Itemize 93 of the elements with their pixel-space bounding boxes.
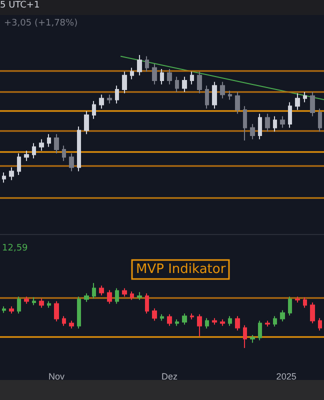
candlestick: [54, 134, 59, 154]
candlestick: [39, 298, 44, 308]
candlestick: [160, 314, 164, 322]
x-tick-label: Dez: [162, 372, 178, 382]
x-tick-label: Nov: [48, 372, 66, 382]
candlestick: [205, 318, 209, 329]
candlestick: [197, 314, 202, 337]
candlestick: [152, 308, 157, 322]
candlestick: [69, 320, 74, 329]
candlestick: [175, 318, 179, 326]
candlestick: [2, 172, 6, 184]
candlestick: [9, 166, 14, 181]
candlestick: [84, 292, 89, 302]
candlestick: [54, 300, 59, 322]
candlestick: [243, 324, 247, 348]
candlestick: [47, 134, 51, 148]
text: 12,59: [2, 244, 28, 254]
candlestick: [122, 71, 127, 94]
candlestick: [235, 92, 240, 114]
candlestick: [9, 306, 14, 314]
candlestick: [99, 285, 104, 296]
candlestick: [107, 290, 112, 304]
candlestick: [32, 296, 36, 306]
candlestick: [182, 313, 187, 326]
candlestick: [310, 302, 315, 324]
candlestick: [24, 150, 29, 162]
candlestick: [318, 318, 322, 331]
candlestick: [295, 296, 300, 303]
candlestick: [115, 85, 119, 104]
candlestick: [243, 106, 247, 142]
candlestick: [62, 145, 66, 162]
candlestick: [273, 316, 277, 328]
candlestick: [250, 334, 255, 344]
candlestick: [258, 320, 262, 341]
candlestick: [39, 138, 44, 152]
candlestick: [288, 296, 292, 316]
candlestick: [145, 56, 149, 72]
candlestick: [197, 71, 202, 94]
candlestick: [280, 116, 285, 128]
candlestick: [77, 126, 81, 172]
candlestick: [235, 316, 240, 331]
candlestick: [220, 318, 225, 326]
candlestick: [69, 152, 74, 172]
candlestick: [107, 94, 112, 104]
candlestick: [145, 292, 149, 314]
candlestick: [182, 76, 187, 93]
text: 5 UTC+1: [0, 0, 40, 10]
candlestick: [130, 290, 134, 300]
candlestick: [92, 100, 96, 120]
candlestick: [265, 113, 270, 132]
candlestick: [167, 68, 172, 85]
candlestick: [190, 71, 194, 85]
candlestick: [280, 310, 285, 322]
candlestick: [212, 318, 217, 326]
candlestick: [77, 296, 81, 329]
text: +3,05 (+1,78%): [4, 18, 78, 28]
candlestick: [190, 313, 194, 320]
candlestick: [205, 85, 209, 110]
candlestick: [175, 76, 179, 93]
candlestick: [228, 90, 232, 100]
candlestick: [295, 92, 300, 110]
candlestick: [115, 288, 119, 304]
candlestick: [17, 152, 21, 176]
candlestick: [167, 314, 172, 326]
text: MVP Indikator: [136, 262, 226, 277]
candlestick: [258, 113, 262, 140]
candlestick: [228, 316, 232, 326]
candlestick: [318, 108, 322, 132]
candlestick: [220, 81, 225, 99]
candlestick: [24, 296, 29, 304]
candlestick: [303, 92, 307, 103]
candlestick: [250, 123, 255, 140]
candlestick: [47, 300, 51, 308]
candlestick: [17, 296, 21, 314]
candlestick: [310, 92, 315, 117]
candlestick: [99, 94, 104, 110]
candlestick: [84, 110, 89, 135]
candlestick: [130, 67, 134, 80]
x-tick-label: 2025: [276, 372, 296, 382]
candlestick: [212, 81, 217, 110]
candlestick: [137, 292, 142, 300]
candlestick: [273, 116, 277, 132]
candlestick: [92, 282, 96, 300]
candlestick: [288, 102, 292, 128]
candlestick: [122, 288, 127, 298]
candlestick: [32, 142, 36, 159]
candlestick: [265, 320, 270, 328]
candlestick: [2, 306, 6, 314]
candlestick: [303, 296, 307, 308]
candlestick: [152, 63, 157, 85]
candlestick: [160, 68, 164, 85]
candlestick: [137, 54, 142, 76]
candlestick: [62, 316, 66, 326]
